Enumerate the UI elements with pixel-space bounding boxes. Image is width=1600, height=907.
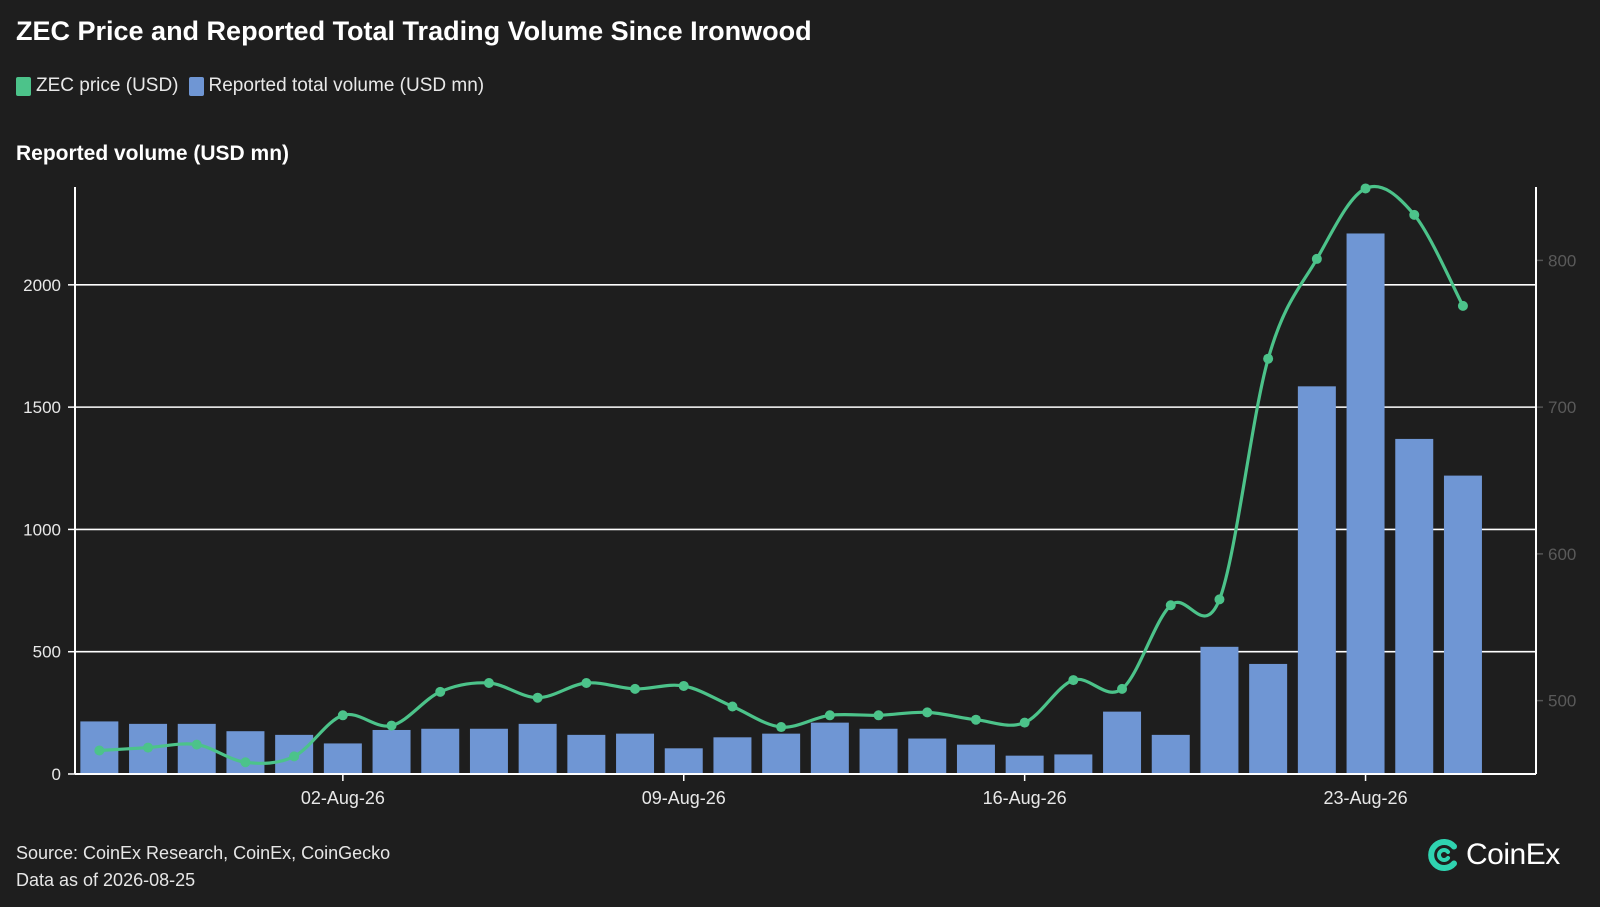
volume-bar-24-Aug-26 [1443, 475, 1482, 774]
volume-bar-10-Aug-26 [762, 733, 801, 774]
x-tick-label-23-Aug-26: 23-Aug-26 [1324, 788, 1408, 808]
volume-bar-03-Aug-26 [421, 728, 460, 774]
volume-bar-21-Aug-26 [1297, 386, 1336, 774]
volume-bar-18-Aug-26 [1151, 734, 1190, 774]
right-tick-label-800: 800 [1548, 251, 1576, 270]
price-point-18-Aug-26 [1165, 600, 1176, 611]
price-point-03-Aug-26 [435, 686, 446, 697]
price-point-29-Jul-26 [191, 739, 202, 750]
price-point-27-Jul-26 [94, 745, 105, 756]
price-point-13-Aug-26 [922, 707, 933, 718]
right-tick-label-600: 600 [1548, 545, 1576, 564]
legend-swatch-volume [188, 76, 204, 96]
price-point-02-Aug-26 [386, 720, 397, 731]
price-point-16-Aug-26 [1068, 675, 1079, 686]
legend-label-price: ZEC price (USD) [36, 75, 179, 96]
volume-bar-08-Aug-26 [664, 748, 703, 774]
price-point-30-Jul-26 [240, 757, 251, 768]
volume-bar-02-Aug-26 [372, 729, 411, 774]
price-point-17-Aug-26 [1117, 683, 1128, 694]
left-axis-title: Reported volume (USD mn) [16, 142, 290, 165]
price-point-14-Aug-26 [970, 714, 981, 725]
volume-bar-14-Aug-26 [956, 744, 995, 774]
x-tick-label-09-Aug-26: 09-Aug-26 [642, 788, 726, 808]
volume-bar-11-Aug-26 [810, 722, 849, 774]
price-point-24-Aug-26 [1457, 300, 1468, 311]
volume-bar-06-Aug-26 [567, 734, 606, 774]
chart-title: ZEC Price and Reported Total Trading Vol… [16, 16, 812, 46]
source-note: Source: CoinEx Research, CoinEx, CoinGec… [16, 843, 391, 863]
price-point-28-Jul-26 [143, 742, 154, 753]
price-point-05-Aug-26 [532, 692, 543, 703]
legend-label-volume: Reported total volume (USD mn) [208, 75, 485, 96]
volume-bar-12-Aug-26 [859, 728, 898, 774]
price-point-22-Aug-26 [1360, 183, 1371, 194]
price-point-20-Aug-26 [1263, 353, 1274, 364]
volume-bar-30-Jul-26 [226, 731, 265, 774]
x-tick-label-02-Aug-26: 02-Aug-26 [301, 788, 385, 808]
volume-bar-01-Aug-26 [323, 743, 362, 774]
right-tick-label-500: 500 [1548, 692, 1576, 711]
volume-bar-19-Aug-26 [1200, 646, 1239, 774]
volume-bar-22-Aug-26 [1346, 233, 1385, 775]
legend-item-volume: Reported total volume (USD mn) [188, 75, 485, 97]
coinex-logo: CoinEx [1424, 836, 1560, 874]
right-tick-label-700: 700 [1548, 398, 1576, 417]
left-tick-label-1000: 1000 [23, 520, 61, 539]
footer: Source: CoinEx Research, CoinEx, CoinGec… [16, 840, 390, 894]
volume-bar-17-Aug-26 [1103, 711, 1142, 774]
price-point-15-Aug-26 [1019, 717, 1030, 728]
coinex-logo-text: CoinEx [1466, 838, 1560, 871]
price-point-08-Aug-26 [678, 680, 689, 691]
price-point-11-Aug-26 [824, 710, 835, 721]
left-tick-label-2000: 2000 [23, 276, 61, 295]
price-point-19-Aug-26 [1214, 594, 1225, 605]
price-point-31-Jul-26 [289, 751, 300, 762]
price-point-04-Aug-26 [483, 678, 494, 689]
data-date-note: Data as of 2026-08-25 [16, 870, 196, 890]
volume-bar-05-Aug-26 [518, 723, 557, 774]
volume-bar-07-Aug-26 [616, 733, 655, 774]
legend-item-price: ZEC price (USD) [16, 75, 179, 97]
price-point-12-Aug-26 [873, 710, 884, 721]
volume-bar-20-Aug-26 [1249, 663, 1288, 774]
volume-bar-23-Aug-26 [1395, 438, 1434, 774]
volume-bar-15-Aug-26 [1005, 755, 1044, 774]
left-tick-label-0: 0 [52, 765, 61, 784]
volume-bar-04-Aug-26 [469, 728, 508, 774]
volume-bar-09-Aug-26 [713, 737, 752, 774]
price-point-21-Aug-26 [1311, 253, 1322, 264]
left-tick-label-500: 500 [33, 643, 61, 662]
left-tick-label-1500: 1500 [23, 398, 61, 417]
price-point-10-Aug-26 [776, 722, 787, 733]
legend-swatch-price [16, 76, 31, 96]
volume-bar-13-Aug-26 [908, 738, 947, 774]
price-point-23-Aug-26 [1409, 209, 1420, 220]
volume-bar-16-Aug-26 [1054, 754, 1093, 774]
price-point-07-Aug-26 [630, 683, 641, 694]
price-point-09-Aug-26 [727, 701, 738, 712]
price-point-06-Aug-26 [581, 678, 592, 689]
legend: ZEC price (USD) Reported total volume (U… [16, 75, 494, 97]
x-tick-label-16-Aug-26: 16-Aug-26 [983, 788, 1067, 808]
price-point-01-Aug-26 [337, 710, 348, 721]
coinex-logo-icon [1428, 839, 1457, 871]
